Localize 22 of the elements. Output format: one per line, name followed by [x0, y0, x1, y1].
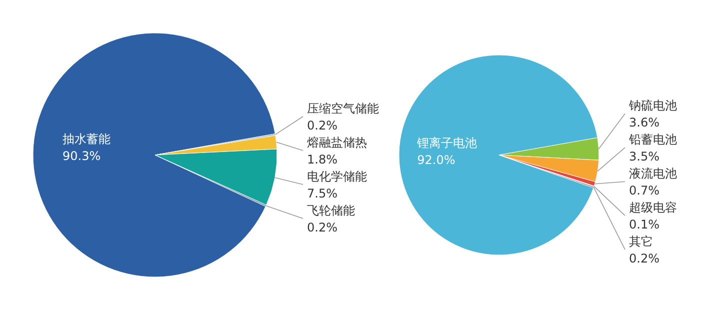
- slice-label: 其它: [629, 234, 653, 249]
- slice-label: 抽水蓄能: [62, 132, 111, 146]
- slice-label: 钠硫电池: [628, 98, 677, 113]
- data-label: 0.2%: [307, 118, 338, 132]
- data-label: 3.6%: [629, 116, 660, 130]
- data-label: 0.2%: [307, 220, 338, 234]
- data-label: 1.8%: [307, 152, 338, 166]
- slice-label: 铅蓄电池: [628, 132, 677, 147]
- slice-label: 电化学储能: [307, 169, 367, 184]
- slice-label: 超级电容: [629, 200, 677, 215]
- slice-label: 液流电池: [629, 166, 677, 181]
- slice-label: 飞轮储能: [307, 203, 355, 218]
- data-label: 3.5%: [629, 150, 660, 164]
- slice-label: 熔融盐储热: [307, 135, 367, 150]
- data-label: 0.2%: [629, 252, 660, 266]
- slice-label: 压缩空气储能: [307, 101, 379, 116]
- data-label: 90.3%: [62, 149, 101, 164]
- data-label: 0.7%: [629, 184, 660, 198]
- data-label: 7.5%: [307, 186, 338, 200]
- data-label: 92.0%: [417, 153, 456, 168]
- data-label: 0.1%: [629, 218, 660, 232]
- slice-label: 锂离子电池: [416, 136, 478, 150]
